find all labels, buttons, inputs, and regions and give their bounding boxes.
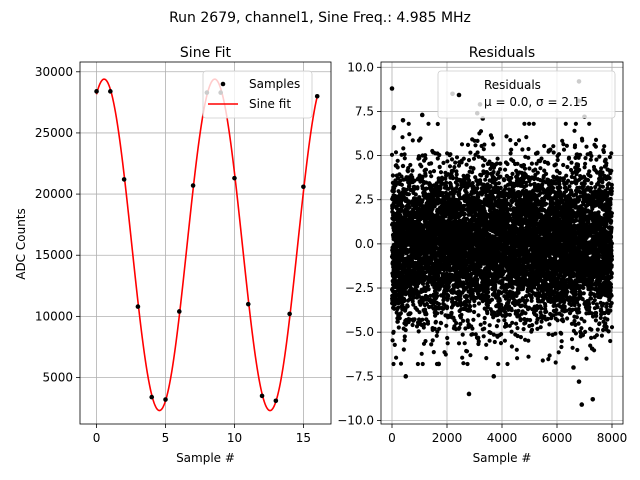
legend-label-stats: μ = 0.0, σ = 2.15 (484, 95, 588, 109)
y-tick-label: −10.0 (337, 413, 374, 427)
x-tick-label: 15 (296, 431, 311, 445)
figure-suptitle: Run 2679, channel1, Sine Freq.: 4.985 MH… (169, 10, 471, 26)
sample-point (135, 304, 141, 309)
sample-point (163, 397, 168, 402)
y-tick-label: 2.5 (355, 193, 374, 207)
sample-point (149, 394, 155, 400)
y-tick-label: 30000 (35, 65, 73, 79)
x-tick-label: 8000 (597, 431, 628, 445)
y-tick-label: 5000 (42, 371, 73, 385)
residual-outlier-point (389, 86, 395, 91)
residual-outlier-point (403, 374, 409, 379)
residual-outlier-point (491, 374, 497, 379)
sine-fit-ylabel: ADC Counts (14, 208, 28, 280)
axes-frame (79, 61, 332, 425)
residual-outlier-point (576, 379, 582, 384)
sample-point (273, 398, 279, 404)
residual-outlier-point (466, 391, 472, 397)
residual-outlier-point (436, 361, 442, 367)
residuals-legend: Residuals μ = 0.0, σ = 2.15 (437, 70, 616, 119)
axes-frame (380, 61, 624, 425)
legend-marker-residuals (456, 92, 462, 98)
sample-point (121, 177, 127, 182)
x-tick-label: 0 (93, 431, 101, 445)
residual-outlier-point (400, 117, 406, 123)
sine-fit-axes: Sine Fit Sample # ADC Counts 0 5 10 15 5000 1… (14, 45, 332, 465)
sample-point (94, 89, 99, 94)
residual-outlier-point (590, 396, 596, 402)
residual-points (389, 121, 615, 367)
legend-label-sine-fit: Sine fit (249, 97, 291, 111)
legend-box (202, 70, 313, 119)
sample-point (301, 184, 306, 190)
y-tick-label: 7.5 (355, 104, 374, 118)
y-tick-label: 20000 (35, 187, 73, 201)
residual-outlier-point (419, 112, 425, 118)
x-tick-label: 4000 (487, 431, 518, 445)
x-tick-label: 2000 (432, 431, 463, 445)
sample-point (176, 309, 182, 314)
plot-area (94, 78, 320, 412)
legend-box (437, 70, 616, 119)
y-tick-label: 5.0 (355, 149, 374, 163)
y-tick-label: 10000 (35, 309, 73, 323)
sine-fit-line (95, 78, 318, 412)
y-tick-label: 15000 (35, 248, 73, 262)
legend-label-samples: Samples (249, 77, 300, 91)
legend-marker-samples (220, 81, 226, 87)
sample-point (232, 175, 237, 181)
sample-point (245, 301, 251, 307)
residuals-axes: Residuals Sample # 0 2000 4000 6000 8000 −10.… (337, 45, 627, 465)
x-tick-label: 6000 (542, 431, 573, 445)
sample-point (108, 89, 113, 94)
sample-point (314, 93, 320, 99)
y-tick-label: 0.0 (355, 237, 374, 251)
sine-fit-title: Sine Fit (180, 45, 232, 61)
residual-outlier-point (571, 365, 576, 370)
residuals-title: Residuals (469, 45, 535, 61)
residuals-xlabel: Sample # (473, 451, 532, 465)
sample-point (259, 393, 265, 399)
x-tick-label: 5 (162, 431, 170, 445)
y-tick-label: 25000 (35, 126, 73, 140)
x-tick-label: 0 (388, 431, 396, 445)
y-tick-label: −5.0 (345, 325, 374, 339)
y-tick-label: 10.0 (347, 60, 374, 74)
x-tick-label: 10 (227, 431, 242, 445)
y-tick-label: −7.5 (345, 369, 374, 383)
sample-point (287, 311, 292, 317)
y-tick-label: −2.5 (345, 281, 374, 295)
residual-outlier-point (579, 402, 585, 407)
sine-fit-legend: Samples Sine fit (202, 70, 313, 119)
legend-label-residuals: Residuals (484, 78, 541, 92)
sample-point (190, 183, 196, 188)
sine-fit-xlabel: Sample # (176, 451, 235, 465)
